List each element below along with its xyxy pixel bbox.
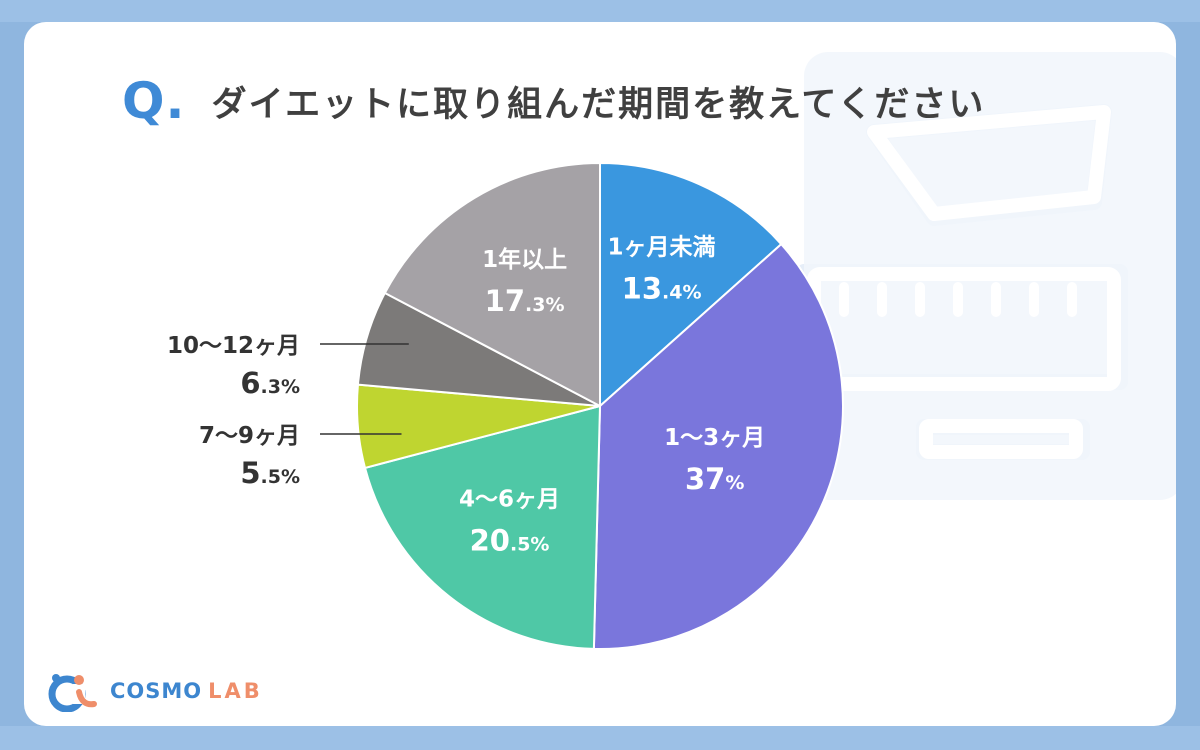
pie-slice — [383, 161, 601, 408]
question-header: Q. ダイエットに取り組んだ期間を教えてください — [122, 70, 985, 132]
cosmo-lab-logo: COSMO LAB — [46, 670, 263, 712]
slice-value-label: 17.3% — [485, 284, 565, 318]
scale-illustration — [796, 52, 1176, 500]
slice-value-label: 37% — [685, 462, 744, 496]
logo-word-cosmo: COSMO — [110, 679, 203, 703]
pie-slice — [599, 161, 783, 409]
slice-label: 10〜12ヶ月 — [167, 333, 300, 359]
slice-label: 7〜9ヶ月 — [199, 423, 300, 449]
slice-value-label: 6.3% — [240, 366, 300, 400]
question-title: ダイエットに取り組んだ期間を教えてください — [211, 84, 986, 125]
background-top-strip — [0, 0, 1200, 22]
cosmo-lab-logo-icon — [48, 674, 97, 712]
logo-word-lab: LAB — [208, 679, 263, 703]
slice-value-label: 20.5% — [470, 523, 550, 557]
slice-label: 1ヶ月未満 — [608, 234, 716, 260]
slice-value-label: 5.5% — [240, 456, 300, 490]
slice-label: 4〜6ヶ月 — [459, 486, 560, 512]
cosmo-lab-logo-text: COSMO LAB — [110, 679, 263, 703]
pie-slice — [592, 242, 844, 650]
slice-value-label: 13.4% — [622, 271, 702, 305]
slice-label: 1〜3ヶ月 — [664, 425, 765, 451]
chart-card: Q. ダイエットに取り組んだ期間を教えてください 1ヶ月未満 13.4% 1〜3ヶ月… — [24, 22, 1176, 726]
slice-label: 1年以上 — [482, 246, 567, 273]
pie-chart: 1ヶ月未満 13.4% 1〜3ヶ月 37% 4〜6ヶ月 20.5% 7〜9ヶ月 5.5% 10〜… — [167, 161, 844, 650]
background-bottom-strip — [0, 726, 1200, 750]
pie-slice — [363, 404, 602, 650]
question-mark-label: Q. — [122, 72, 186, 130]
